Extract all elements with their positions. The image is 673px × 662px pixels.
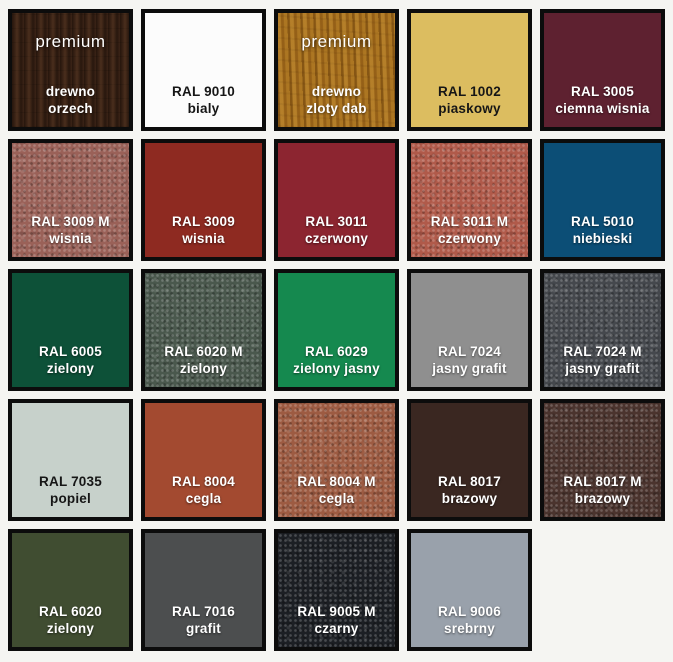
swatch-label: RAL 3009 M wisnia <box>12 213 129 248</box>
swatch-label: RAL 7016 grafit <box>145 603 262 638</box>
color-name-label: grafit <box>186 621 221 637</box>
color-name-label: cegla <box>318 491 355 507</box>
ral-code-label: RAL 8004 M <box>297 473 376 489</box>
color-swatch[interactable]: RAL 8017 M brazowy <box>540 399 665 521</box>
swatch-label: RAL 7024 jasny grafit <box>411 343 528 378</box>
swatch-label: RAL 3011 M czerwony <box>411 213 528 248</box>
color-swatch[interactable]: RAL 9006 srebrny <box>407 529 532 651</box>
ral-code-label: RAL 6005 <box>39 343 102 359</box>
color-name-label: cegla <box>185 491 222 507</box>
ral-code-label: drewno <box>311 83 362 99</box>
color-swatch[interactable]: premium drewno orzech <box>8 9 133 131</box>
swatch-label: RAL 8004 M cegla <box>278 473 395 508</box>
swatch-label: RAL 6029 zielony jasny <box>278 343 395 378</box>
color-name-label: niebieski <box>572 231 633 247</box>
ral-code-label: RAL 6020 <box>39 603 102 619</box>
swatch-label: RAL 3005 ciemna wisnia <box>544 83 661 118</box>
color-name-label: jasny grafit <box>432 361 507 377</box>
ral-code-label: RAL 7024 M <box>563 343 642 359</box>
ral-code-label: RAL 1002 <box>438 83 501 99</box>
color-name-label: czerwony <box>304 231 369 247</box>
color-swatch[interactable]: RAL 6005 zielony <box>8 269 133 391</box>
ral-code-label: RAL 7024 <box>438 343 501 359</box>
ral-code-label: RAL 8017 M <box>563 473 642 489</box>
color-swatch[interactable]: RAL 7035 popiel <box>8 399 133 521</box>
swatch-label: RAL 7024 M jasny grafit <box>544 343 661 378</box>
color-name-label: wisnia <box>182 231 225 247</box>
color-name-label: czarny <box>314 621 359 637</box>
ral-code-label: RAL 3011 <box>305 213 368 229</box>
swatch-label: RAL 9010 bialy <box>145 83 262 118</box>
color-name-label: jasny grafit <box>565 361 640 377</box>
color-swatch[interactable]: RAL 3009 M wisnia <box>8 139 133 261</box>
ral-code-label: drewno <box>45 83 96 99</box>
color-name-label: zielony <box>179 361 228 377</box>
swatch-label: RAL 6005 zielony <box>12 343 129 378</box>
ral-code-label: RAL 6020 M <box>164 343 243 359</box>
swatch-label: RAL 3011 czerwony <box>278 213 395 248</box>
swatch-label: RAL 8004 cegla <box>145 473 262 508</box>
ral-code-label: RAL 9005 M <box>297 603 376 619</box>
ral-code-label: RAL 8017 <box>438 473 501 489</box>
color-name-label: orzech <box>48 101 93 117</box>
color-swatch[interactable]: RAL 3009 wisnia <box>141 139 266 261</box>
color-name-label: brazowy <box>574 491 631 507</box>
color-swatch[interactable]: RAL 1002 piaskowy <box>407 9 532 131</box>
ral-code-label: RAL 3011 M <box>430 213 509 229</box>
color-name-label: srebrny <box>444 621 495 637</box>
ral-code-label: RAL 9006 <box>438 603 501 619</box>
swatch-label: RAL 6020 zielony <box>12 603 129 638</box>
color-swatch[interactable]: RAL 7016 grafit <box>141 529 266 651</box>
color-swatch[interactable]: RAL 7024 jasny grafit <box>407 269 532 391</box>
color-name-label: zielony <box>46 361 95 377</box>
ral-code-label: RAL 5010 <box>571 213 634 229</box>
color-swatch[interactable]: RAL 3005 ciemna wisnia <box>540 9 665 131</box>
color-name-label: popiel <box>50 491 91 507</box>
color-swatch[interactable]: RAL 7024 M jasny grafit <box>540 269 665 391</box>
color-swatch[interactable]: RAL 6029 zielony jasny <box>274 269 399 391</box>
color-name-label: czerwony <box>437 231 502 247</box>
color-swatch[interactable]: RAL 5010 niebieski <box>540 139 665 261</box>
color-swatch[interactable]: RAL 8017 brazowy <box>407 399 532 521</box>
premium-badge: premium <box>301 32 372 51</box>
swatch-label: drewno orzech <box>12 83 129 118</box>
premium-badge: premium <box>35 32 106 51</box>
color-name-label: bialy <box>187 101 220 117</box>
color-swatch[interactable]: RAL 3011 M czerwony <box>407 139 532 261</box>
ral-code-label: RAL 7035 <box>39 473 102 489</box>
color-name-label: zielony jasny <box>293 361 380 377</box>
ral-code-label: RAL 7016 <box>172 603 235 619</box>
ral-code-label: RAL 8004 <box>172 473 235 489</box>
swatch-label: RAL 1002 piaskowy <box>411 83 528 118</box>
color-swatch[interactable]: RAL 9010 bialy <box>141 9 266 131</box>
swatch-label: RAL 3009 wisnia <box>145 213 262 248</box>
color-name-label: ciemna wisnia <box>555 101 650 117</box>
ral-code-label: RAL 9010 <box>172 83 235 99</box>
color-name-label: wisnia <box>49 231 92 247</box>
color-swatch[interactable]: RAL 6020 M zielony <box>141 269 266 391</box>
swatch-label: RAL 9005 M czarny <box>278 603 395 638</box>
color-swatch[interactable]: RAL 9005 M czarny <box>274 529 399 651</box>
color-name-label: zloty dab <box>306 101 367 117</box>
swatch-label: RAL 6020 M zielony <box>145 343 262 378</box>
color-swatch[interactable]: RAL 3011 czerwony <box>274 139 399 261</box>
ral-code-label: RAL 6029 <box>305 343 368 359</box>
color-name-label: piaskowy <box>438 101 501 117</box>
ral-code-label: RAL 3009 M <box>31 213 110 229</box>
color-swatch[interactable]: RAL 6020 zielony <box>8 529 133 651</box>
swatch-label: RAL 8017 M brazowy <box>544 473 661 508</box>
ral-code-label: RAL 3005 <box>571 83 634 99</box>
color-swatch[interactable]: premium drewno zloty dab <box>274 9 399 131</box>
swatch-label: RAL 9006 srebrny <box>411 603 528 638</box>
color-name-label: brazowy <box>441 491 498 507</box>
swatch-label: RAL 5010 niebieski <box>544 213 661 248</box>
swatch-label: RAL 8017 brazowy <box>411 473 528 508</box>
color-swatch[interactable]: RAL 8004 cegla <box>141 399 266 521</box>
swatch-label: RAL 7035 popiel <box>12 473 129 508</box>
color-swatch[interactable]: RAL 8004 M cegla <box>274 399 399 521</box>
swatch-label: drewno zloty dab <box>278 83 395 118</box>
color-name-label: zielony <box>46 621 95 637</box>
ral-code-label: RAL 3009 <box>172 213 235 229</box>
